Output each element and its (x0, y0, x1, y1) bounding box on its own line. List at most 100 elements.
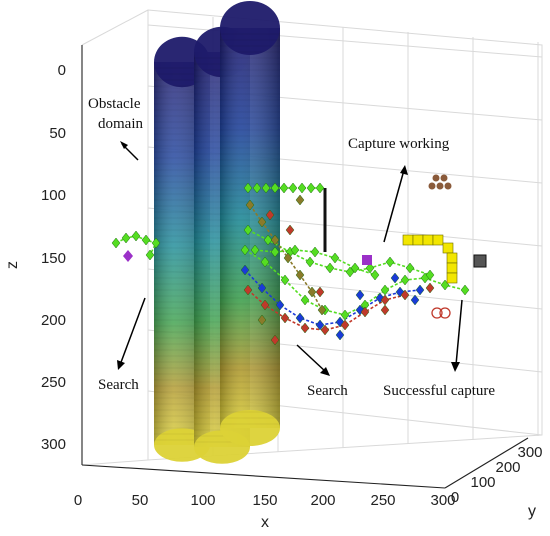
axis-frame (81, 45, 529, 489)
trajectory-marker (131, 230, 141, 242)
x-axis-label: x (261, 514, 269, 531)
annotation-obstacle-line2: domain (98, 116, 143, 132)
trajectory-marker (325, 262, 335, 274)
x-axis-ticks: 0 50 100 150 200 250 300 (74, 492, 456, 509)
trajectory-marker (355, 289, 365, 301)
trajectory-marker (400, 274, 410, 286)
trajectory-marker (240, 244, 250, 256)
annotation-successful-capture-text: Successful capture (383, 383, 495, 399)
trajectory-markers (111, 174, 487, 346)
capture-ring-marker (439, 307, 451, 319)
trajectory-marker (297, 182, 307, 194)
trajectory-line (247, 289, 406, 331)
arrow-search-left (119, 297, 146, 366)
trajectory-marker (300, 322, 310, 334)
y-axis-label: y (528, 503, 536, 520)
trajectory-marker (250, 244, 260, 256)
trajectory-marker (285, 224, 295, 236)
trajectory-marker (243, 284, 253, 296)
annotation-search-mid-text: Search (307, 383, 348, 399)
trajectory-marker (145, 249, 155, 261)
x-tick-label: 300 (430, 492, 455, 509)
annotation-capture-working: Capture working (348, 136, 450, 243)
annotation-successful-capture: Successful capture (383, 299, 495, 399)
trajectory-marker (306, 182, 316, 194)
arrowhead-obstacle (120, 141, 128, 149)
trajectory-marker (295, 269, 305, 281)
trajectory-marker (365, 262, 375, 274)
trajectory-marker (350, 262, 360, 274)
trajectory-line (244, 249, 466, 316)
trajectory-marker (290, 244, 300, 256)
target-marker (473, 254, 487, 268)
trajectory-marker (265, 209, 275, 221)
annotation-obstacle-line1: Obstacle (88, 96, 141, 112)
debris-marker (428, 182, 436, 190)
trajectory-marker (305, 256, 315, 268)
x-tick-label: 50 (132, 492, 149, 509)
trajectory-marker (245, 199, 255, 211)
trajectory-marker (270, 334, 280, 346)
capture-arm-marker (446, 252, 458, 264)
z-axis-label: z (4, 261, 21, 269)
debris-marker (432, 174, 440, 182)
arrowhead-capture-working (400, 165, 408, 175)
obstacle-cylinder (220, 1, 280, 446)
trajectory-marker (257, 216, 267, 228)
obstacle-cylinders (154, 1, 280, 464)
trajectory-marker (405, 262, 415, 274)
trajectory-marker (360, 306, 370, 318)
z-tick-label: 250 (41, 374, 66, 391)
trajectory-marker (425, 269, 435, 281)
trajectory-marker (151, 237, 161, 249)
trajectory-marker (111, 237, 121, 249)
trajectory-line (247, 229, 431, 276)
trajectory-marker (400, 289, 410, 301)
y-tick-label: 200 (495, 459, 520, 476)
trajectory-marker (390, 272, 400, 284)
trajectory-marker (275, 299, 285, 311)
y-tick-label: 0 (451, 489, 459, 506)
trajectory-line (115, 235, 158, 256)
arrow-successful-capture (455, 299, 463, 366)
capture-arm-marker (446, 272, 458, 284)
trajectory-marker (380, 304, 390, 316)
debris-marker (436, 182, 444, 190)
x-tick-label: 0 (74, 492, 82, 509)
target-marker (362, 255, 372, 265)
capture-arm-marker (432, 234, 444, 246)
capture-arm-marker (442, 242, 454, 254)
trajectory-marker (280, 312, 290, 324)
arrow-capture-working (383, 169, 405, 243)
annotation-search-mid: Search (296, 344, 348, 399)
capture-arm-marker (402, 234, 414, 246)
trajectory-marker (415, 284, 425, 296)
trajectory-marker (385, 256, 395, 268)
debris-marker (444, 182, 452, 190)
trajectory-marker (315, 319, 325, 331)
trajectory-marker (315, 286, 325, 298)
trajectory-marker (317, 304, 327, 316)
trajectory-marker (295, 194, 305, 206)
capture-arm-marker (412, 234, 424, 246)
trajectory-marker (141, 234, 151, 246)
trajectory-marker (260, 256, 270, 268)
z-axis-ticks: 0 50 100 150 200 250 300 (41, 62, 66, 453)
z-tick-label: 50 (49, 125, 66, 142)
trajectory-marker (288, 182, 298, 194)
y-tick-label: 300 (517, 444, 542, 461)
annotation-capture-working-text: Capture working (348, 136, 450, 152)
x-tick-label: 250 (370, 492, 395, 509)
trajectory-marker (123, 250, 133, 262)
z-tick-label: 0 (58, 62, 66, 79)
arrowhead-search-mid (320, 367, 330, 376)
trajectory-marker (270, 182, 280, 194)
trajectory-marker (295, 312, 305, 324)
trajectory-marker (340, 319, 350, 331)
trajectory-marker (340, 309, 350, 321)
trajectory-marker (320, 324, 330, 336)
z-tick-label: 150 (41, 250, 66, 267)
trajectory-marker (335, 329, 345, 341)
arrow-search-mid (296, 344, 327, 373)
